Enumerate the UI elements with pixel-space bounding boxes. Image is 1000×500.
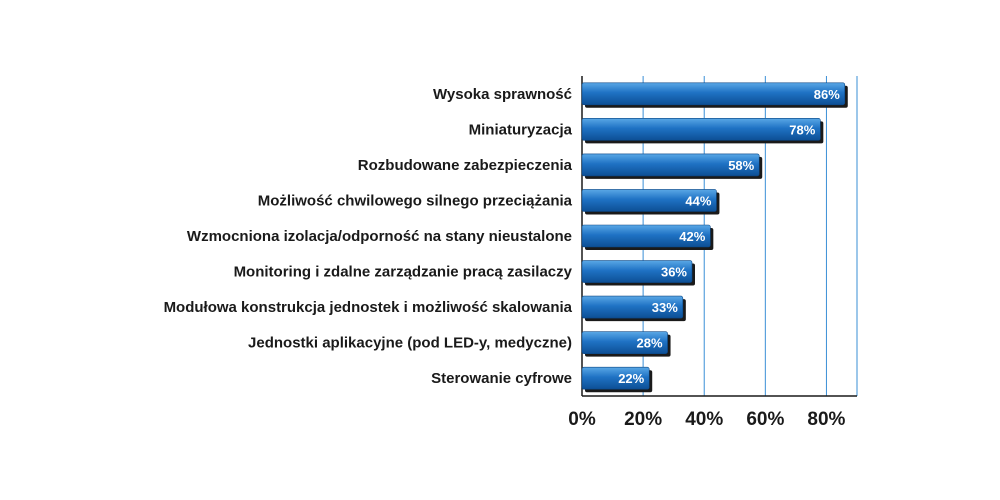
category-labels: Wysoka sprawność Miniaturyzacja Rozbudowan… [164,86,573,387]
category-label: Wzmocniona izolacja/odporność na stany n… [187,228,572,245]
bar [581,331,668,354]
bar-group: 22% [581,366,653,393]
x-axis-ticks: 0% 20% 40% 60% 80% [568,409,845,430]
bars: 86% 78% 58% 44% 42% 36% 33% 28% 22% [581,82,848,393]
bar-group: 33% [581,295,686,322]
bar-value-label: 86% [814,87,840,102]
bar [581,189,717,212]
category-label: Monitoring i zdalne zarządzanie pracą za… [234,264,573,281]
bar [581,260,693,283]
bar-value-label: 36% [661,265,687,280]
category-label: Sterowanie cyfrowe [431,370,572,387]
category-label: Możliwość chwilowego silnego przeciążani… [258,192,573,209]
bar-group: 44% [581,189,720,215]
category-label: Rozbudowane zabezpieczenia [358,157,573,174]
bar [581,224,711,248]
x-tick-label: 80% [807,409,845,430]
bar [581,118,821,141]
bar-value-label: 28% [637,336,663,351]
bar-group: 42% [581,224,714,250]
bar-value-label: 78% [789,122,815,137]
bar-value-label: 33% [652,300,678,315]
bar [581,82,846,106]
category-label: Jednostki aplikacyjne (pod LED-y, medycz… [248,335,572,352]
x-tick-label: 0% [568,409,596,430]
bar-group: 78% [581,118,824,144]
bar-group: 86% [581,82,848,108]
category-label: Wysoka sprawność [433,86,572,103]
bar-group: 36% [581,260,695,286]
bar-value-label: 22% [618,371,644,386]
bar-value-label: 58% [728,158,754,173]
category-label: Miniaturyzacja [469,121,573,138]
bar-value-label: 42% [679,229,705,244]
bar-group: 28% [581,331,671,357]
x-tick-label: 20% [624,409,662,430]
bar-value-label: 44% [685,193,711,208]
bar [581,153,760,177]
x-tick-label: 60% [746,409,784,430]
bar [581,366,650,390]
category-label: Modułowa konstrukcja jednostek i możliwo… [164,299,573,316]
x-tick-label: 40% [685,409,723,430]
bar [581,295,684,319]
bar-group: 58% [581,153,763,179]
